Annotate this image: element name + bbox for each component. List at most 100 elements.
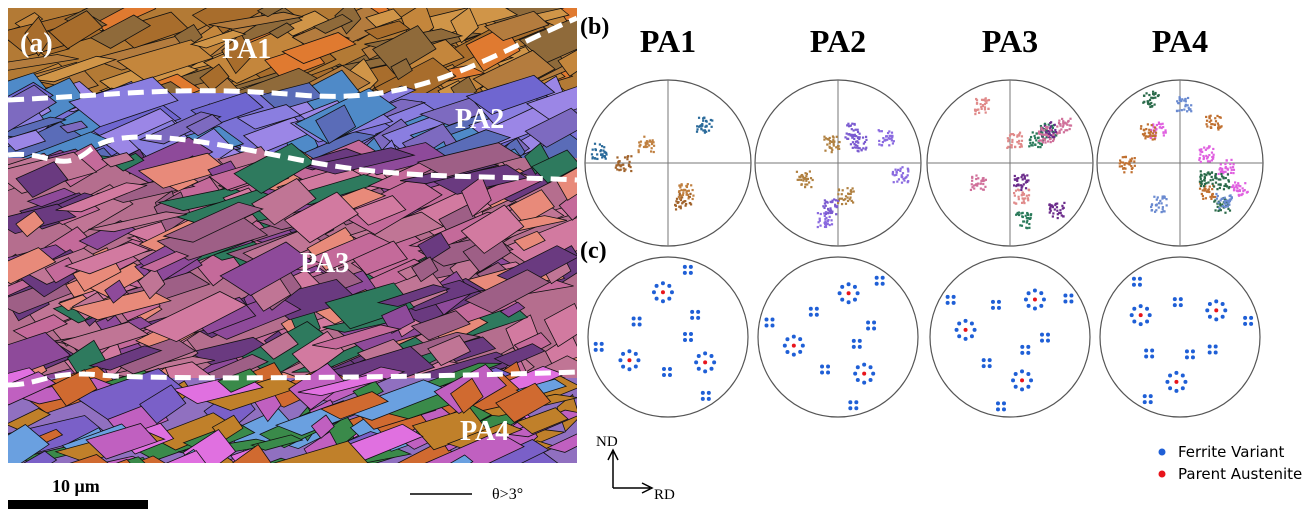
pole-point [837, 193, 839, 195]
panel-label: (a) [20, 28, 53, 59]
pole-point [1049, 211, 1051, 213]
pole-point [1053, 136, 1055, 138]
variant-dot [853, 372, 857, 376]
pole-point [1034, 143, 1036, 145]
pole-point [827, 208, 829, 210]
variant-dot [955, 328, 959, 332]
pole-point [1123, 156, 1125, 158]
variant-dot [826, 371, 830, 375]
variant-dot [689, 265, 693, 269]
pole-point [599, 150, 601, 152]
pole-point [680, 189, 682, 191]
pole-point [651, 147, 653, 149]
pole-point [1029, 218, 1031, 220]
variant-dot [952, 301, 956, 305]
pole-point [859, 147, 861, 149]
pole-point [842, 189, 844, 191]
variant-dot [668, 367, 672, 371]
variant-dot [872, 321, 876, 325]
pole-circle [758, 257, 918, 417]
pole-point [1028, 223, 1030, 225]
pole-point [1058, 120, 1060, 122]
pole-point [1042, 141, 1044, 143]
pole-point [1056, 206, 1058, 208]
pole-point [810, 186, 812, 188]
variant-dot [662, 373, 666, 377]
pole-point [1015, 203, 1017, 205]
pole-point [888, 137, 890, 139]
pole-point [651, 143, 653, 145]
pole-point [684, 205, 686, 207]
pole-figures [585, 80, 1263, 417]
pole-point [680, 194, 682, 196]
variant-dot [970, 334, 974, 338]
pole-point [1017, 134, 1019, 136]
legend: Ferrite VariantParent Austenite [1159, 443, 1303, 483]
pole-point [1183, 99, 1185, 101]
variant-dot [661, 281, 665, 285]
variant-dot [1165, 380, 1169, 384]
pole-point [1063, 207, 1065, 209]
pole-point [1044, 123, 1046, 125]
pole-point [1133, 160, 1135, 162]
variant-dot [785, 337, 789, 341]
pole-point [1027, 197, 1029, 199]
pole-point [1061, 214, 1063, 216]
variant-dot [991, 306, 995, 310]
pole-point [1007, 140, 1009, 142]
pole-point [1144, 137, 1146, 139]
pole-point [852, 187, 854, 189]
variant-dot [854, 400, 858, 404]
variant-dot [1223, 308, 1227, 312]
region-label: PA4 [460, 416, 509, 447]
pole-point [1200, 170, 1202, 172]
austenite-dot [964, 328, 968, 332]
pole-point [985, 102, 987, 104]
pole-point [1215, 120, 1217, 122]
grain [103, 463, 134, 480]
pole-point [984, 186, 986, 188]
variant-dot [1149, 400, 1153, 404]
pole-point [1019, 224, 1021, 226]
pole-point [1204, 177, 1206, 179]
axis-label: RD [654, 487, 675, 503]
pole-point [637, 149, 639, 151]
pole-point [1030, 214, 1032, 216]
pole-point [1150, 206, 1152, 208]
variant-dot [1168, 386, 1172, 390]
pole-point [852, 147, 854, 149]
variant-dot [1249, 316, 1253, 320]
pole-point [1163, 134, 1165, 136]
variant-dot [1042, 298, 1046, 302]
pole-point [851, 128, 853, 130]
pole-point [853, 190, 855, 192]
pole-point [985, 97, 987, 99]
pole-point [829, 216, 831, 218]
pole-point [903, 179, 905, 181]
pole-point [798, 179, 800, 181]
variant-dot [997, 306, 1001, 310]
pole-point [1224, 163, 1226, 165]
legend-label: Parent Austenite [1178, 465, 1302, 483]
variant-dot [1002, 401, 1006, 405]
pole-point [1154, 97, 1156, 99]
pole-point [1050, 141, 1052, 143]
pole-point [1140, 125, 1142, 127]
variant-dot [957, 322, 961, 326]
variant-dot [856, 365, 860, 369]
pole-point [824, 150, 826, 152]
pole-point [817, 212, 819, 214]
pole-point [1206, 125, 1208, 127]
pole-point [703, 117, 705, 119]
pole-point [881, 130, 883, 132]
pole-point [1152, 91, 1154, 93]
pole-point [698, 126, 700, 128]
pole-point [819, 225, 821, 227]
pole-point [1214, 177, 1216, 179]
pole-point [1017, 183, 1019, 185]
pole-point [975, 174, 977, 176]
pole-point [834, 205, 836, 207]
pole-circle [930, 257, 1090, 417]
pole-point [825, 226, 827, 228]
pole-point [1030, 136, 1032, 138]
